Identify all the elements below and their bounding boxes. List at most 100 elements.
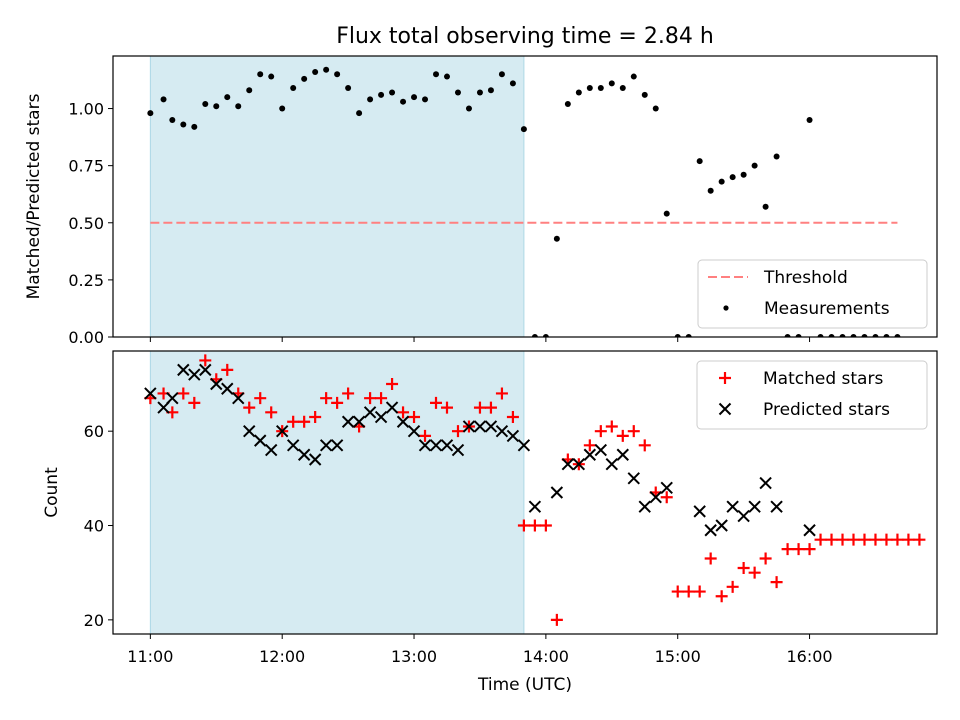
measurements-point-21 [378, 91, 385, 98]
matched-stars-point-40 [583, 439, 596, 452]
matched-stars-point-68 [891, 533, 904, 546]
count-observing-window [149, 350, 525, 635]
predicted-stars-point-8 [232, 391, 245, 405]
measurements-point-57 [773, 153, 780, 160]
predicted-stars-point-44 [638, 500, 651, 513]
matched-stars-point-10 [254, 392, 267, 405]
xtick-label-3: 14:00 [523, 647, 569, 666]
measurements-point-5 [202, 100, 209, 107]
measurements-point-24 [411, 94, 418, 101]
predicted-stars-point-35 [528, 500, 542, 513]
matched-stars-legend-label: Matched stars [763, 369, 883, 389]
predicted-stars-point-27 [440, 439, 454, 452]
measurements-point-55 [751, 162, 758, 169]
predicted-stars-point-3 [177, 363, 190, 377]
matched-stars-point-22 [386, 378, 399, 391]
measurements-point-16 [323, 66, 330, 73]
matched-stars-point-47 [660, 491, 673, 504]
measurements-point-25 [422, 96, 429, 103]
measurements-point-28 [454, 89, 461, 96]
matched-stars-point-33 [506, 411, 519, 424]
predicted-stars-point-51 [737, 509, 750, 523]
measurements-point-49 [685, 334, 692, 337]
predicted-stars-point-24 [407, 424, 421, 438]
measurements-point-19 [356, 110, 363, 117]
predicted-stars-point-31 [484, 420, 498, 433]
matched-stars-point-42 [605, 420, 618, 433]
measurements-point-23 [400, 98, 407, 105]
measurements-point-66 [872, 334, 879, 337]
ratio-ytick-label-1: 0.25 [68, 271, 104, 290]
count-panel: 20 40 60 11:00 12:00 13:00 14:00 15:00 16:00 Coun… [42, 350, 938, 666]
predicted-stars-point-28 [451, 443, 465, 457]
measurements-point-34 [520, 126, 527, 133]
matched-stars-point-41 [594, 425, 607, 438]
matched-stars-point-48 [671, 585, 684, 598]
predicted-stars-point-23 [396, 415, 410, 428]
ratio-legend-box [697, 259, 928, 329]
count-axes-frame [112, 350, 938, 635]
count-y-axis-label: Count [42, 467, 62, 518]
matched-stars-point-13 [287, 415, 300, 428]
predicted-stars-point-47 [693, 505, 706, 518]
matched-stars-point-53 [726, 580, 739, 593]
measurements-point-46 [652, 105, 659, 112]
ratio-legend: Threshold Measurements [697, 259, 928, 329]
matched-stars-point-45 [638, 439, 651, 452]
measurements-point-62 [828, 334, 835, 337]
predicted-stars-point-37 [561, 457, 575, 471]
matched-stars-point-17 [331, 396, 344, 409]
matched-stars-point-52 [715, 590, 728, 603]
matched-stars-point-70 [913, 533, 926, 546]
matched-stars-point-56 [759, 552, 772, 565]
measurements-point-47 [663, 210, 670, 217]
matched-stars-point-62 [825, 533, 838, 546]
measurements-point-14 [301, 75, 308, 82]
measurements-point-18 [345, 84, 352, 91]
measurements-point-15 [312, 68, 319, 75]
measurements-point-54 [740, 171, 747, 178]
matched-stars-point-11 [265, 406, 278, 419]
predicted-stars-point-43 [627, 472, 640, 485]
count-ytick-label-0: 20 [84, 611, 104, 630]
matched-stars-point-58 [781, 543, 794, 556]
matched-stars-point-28 [451, 425, 464, 438]
measurements-point-31 [487, 87, 494, 94]
matched-stars-point-16 [320, 392, 333, 405]
predicted-stars-point-4 [188, 368, 201, 381]
ratio-y-axis-label: Matched/Predicted stars [24, 93, 44, 299]
predicted-stars-point-50 [726, 500, 739, 513]
measurements-point-7 [224, 94, 231, 101]
measurements-point-53 [729, 174, 736, 181]
ratio-ytick-label-4: 1.00 [68, 100, 104, 119]
matched-stars-point-61 [814, 533, 827, 546]
chart-title: Flux total observing time = 2.84 h [336, 24, 714, 49]
predicted-stars-point-36 [550, 486, 564, 499]
measurements-point-1 [160, 96, 167, 103]
measurements-point-40 [586, 84, 593, 91]
matched-stars-point-44 [627, 425, 640, 438]
predicted-stars-point-52 [748, 500, 761, 513]
measurements-point-39 [575, 89, 582, 96]
measurements-point-48 [674, 334, 681, 337]
ratio-observing-window [149, 55, 525, 338]
measurements-point-51 [707, 187, 714, 194]
predicted-stars-point-10 [254, 434, 267, 447]
predicted-stars-point-22 [385, 401, 399, 414]
matched-stars-point-65 [858, 533, 871, 546]
predicted-stars-point-53 [759, 476, 772, 490]
matched-stars-point-37 [550, 613, 563, 626]
measurements-point-29 [465, 105, 472, 112]
matched-stars-point-57 [770, 576, 783, 589]
measurements-point-52 [718, 178, 725, 185]
matched-stars-point-36 [539, 519, 552, 532]
matched-stars-point-24 [408, 411, 421, 424]
ratio-ytick-label-0: 0.00 [68, 328, 104, 347]
predicted-stars-point-21 [374, 410, 388, 424]
measurements-point-13 [290, 84, 297, 91]
measurements-point-38 [564, 100, 571, 107]
measurements-point-59 [795, 334, 802, 337]
xtick-label-5: 16:00 [787, 647, 833, 666]
measurements-point-30 [476, 89, 483, 96]
predicted-stars-point-20 [363, 406, 377, 419]
